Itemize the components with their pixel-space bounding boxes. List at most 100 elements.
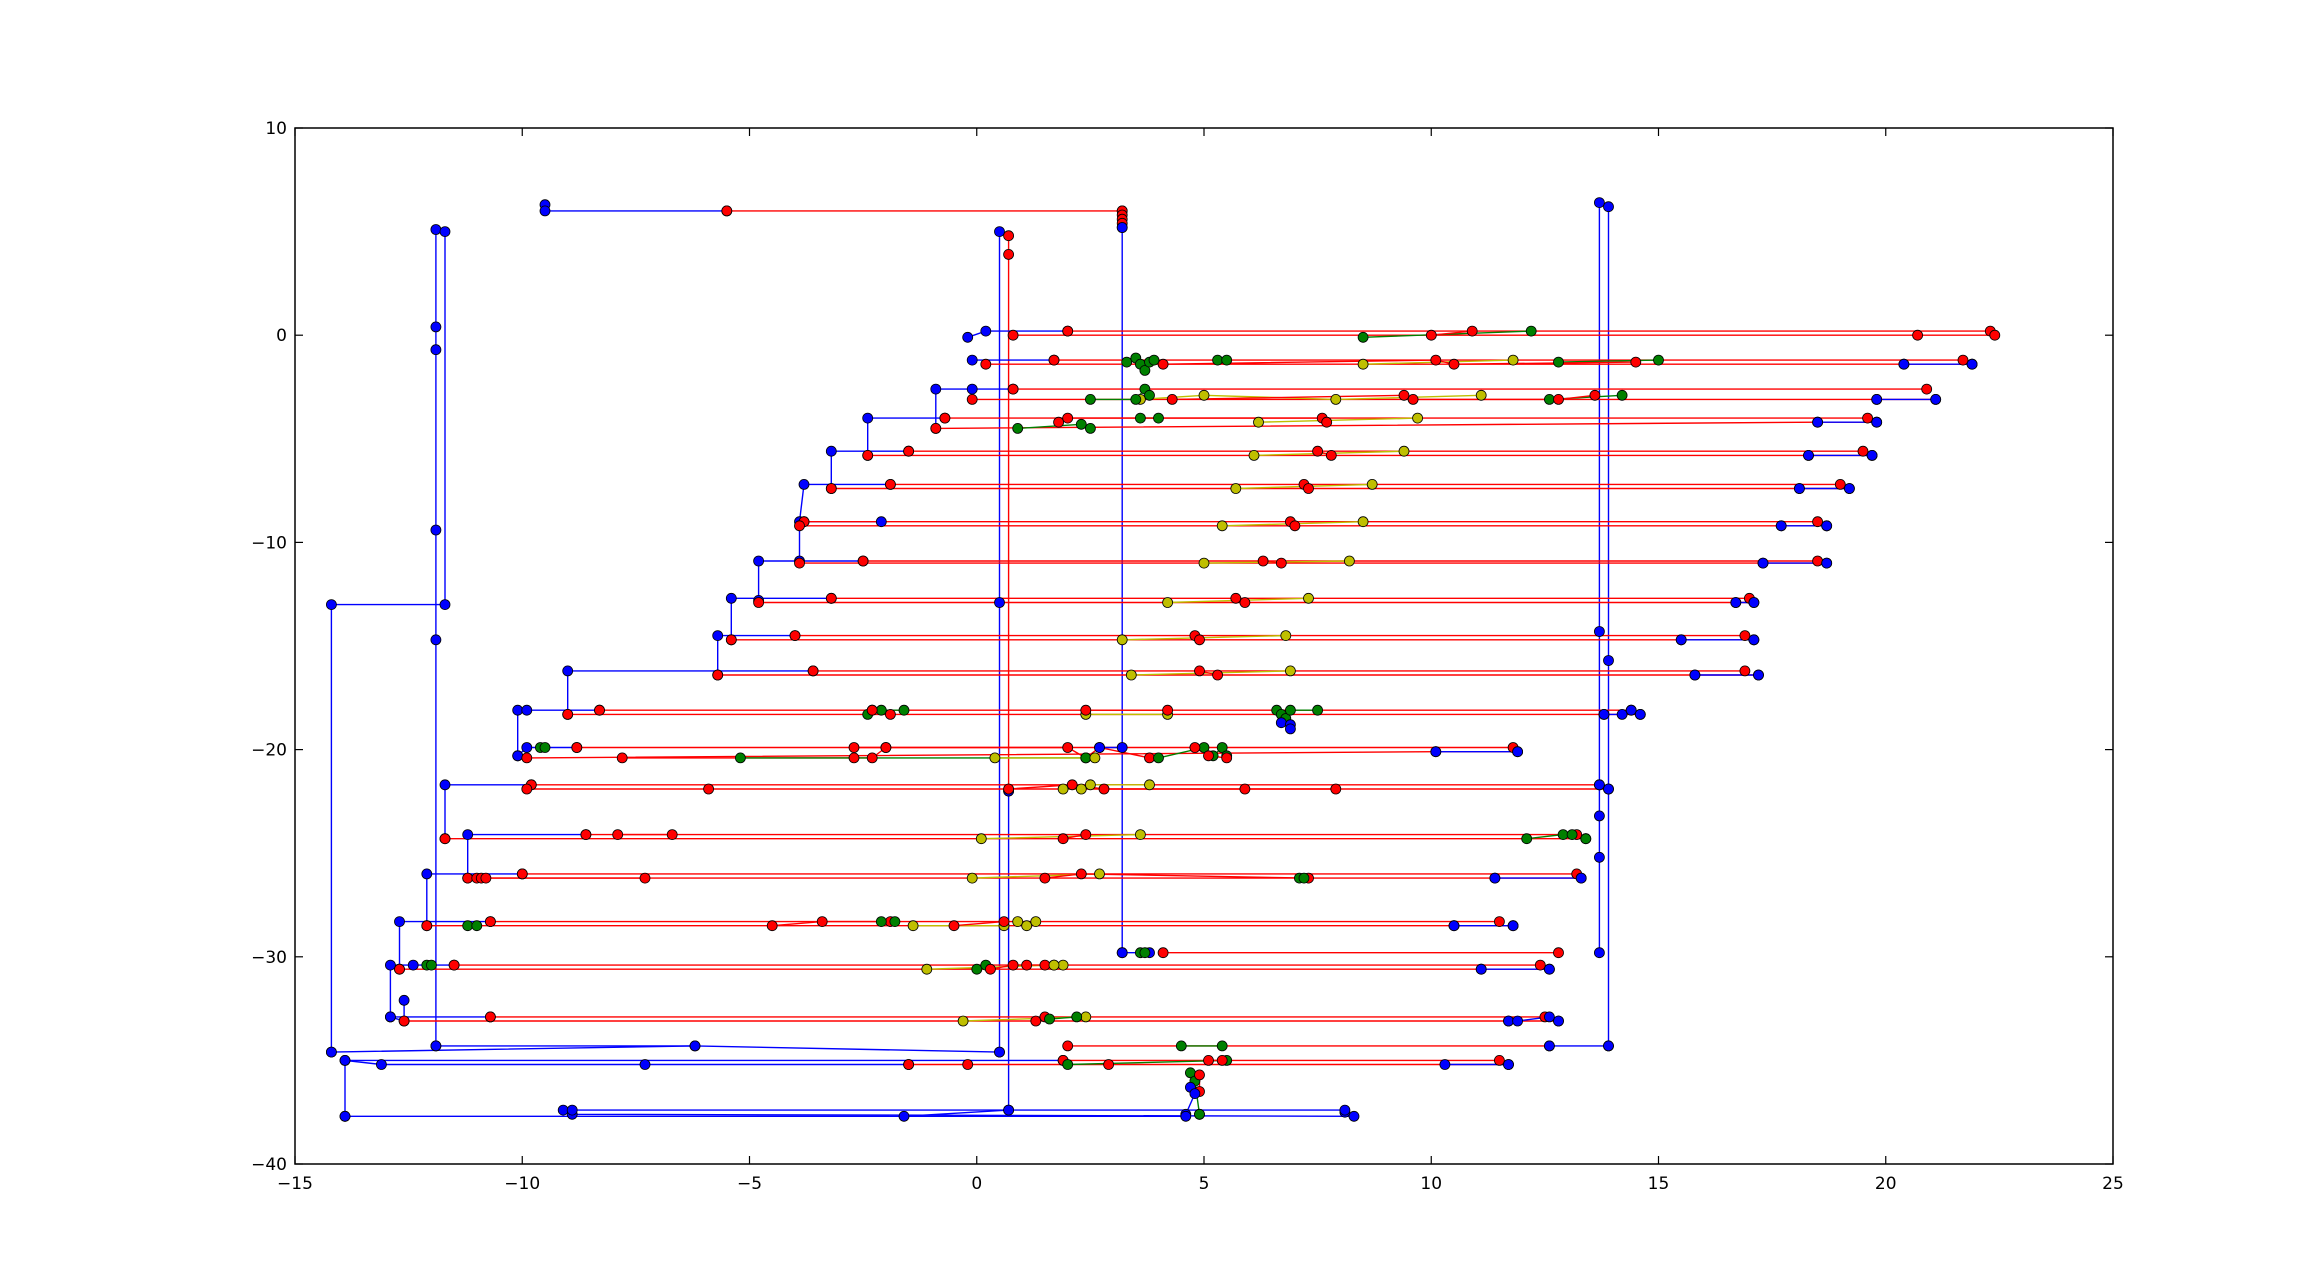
- data-point-151-2: [1544, 1011, 1555, 1023]
- data-point-115-0: [975, 833, 987, 845]
- data-point-32-4: [1589, 389, 1601, 401]
- data-point-69-1: [1303, 592, 1314, 604]
- data-point-83-1: [512, 704, 524, 716]
- data-point-92-0: [1275, 717, 1287, 729]
- data-point-87-3: [898, 704, 910, 716]
- data-point-99-0: [848, 742, 860, 753]
- data-point-80-0: [1689, 669, 1701, 681]
- data-point-154-1: [1071, 1011, 1083, 1023]
- data-point-6-0: [994, 226, 1005, 238]
- data-point-166-1: [1216, 1055, 1228, 1066]
- data-point-70-0: [1230, 592, 1242, 604]
- data-point-24-0: [1157, 358, 1169, 370]
- data-point-118-1: [421, 868, 433, 880]
- data-point-43-0: [862, 449, 874, 461]
- data-point-30-1: [1130, 393, 1142, 405]
- data-point-86-0: [1598, 709, 1610, 720]
- data-point-142-1: [1544, 963, 1555, 975]
- data-point-156-0: [430, 1040, 442, 1052]
- data-point-72-0: [789, 630, 801, 641]
- data-point-21-5: [1148, 354, 1160, 366]
- data-point-46-0: [1312, 445, 1323, 457]
- data-point-40-1: [1062, 412, 1074, 424]
- series-line-24: [1163, 359, 1636, 365]
- data-point-14-0: [1357, 331, 1369, 343]
- data-point-94-0: [571, 742, 583, 753]
- data-point-48-1: [1834, 478, 1846, 490]
- data-point-38-1: [1153, 412, 1164, 424]
- data-point-109-0: [1057, 783, 1069, 795]
- series-line-39: [1258, 417, 1418, 423]
- data-point-152-0: [957, 1015, 969, 1027]
- data-point-74-1: [1748, 634, 1760, 646]
- data-point-95-0: [521, 752, 533, 764]
- data-point-9-0: [1594, 197, 1605, 209]
- x-tick-label: 20: [1875, 1174, 1897, 1194]
- data-point-62-1: [1821, 557, 1833, 569]
- data-point-165-0: [1062, 1059, 1074, 1070]
- data-point-121-1: [1575, 872, 1587, 884]
- data-point-110-0: [1003, 783, 1014, 795]
- data-point-44-1: [1866, 449, 1878, 461]
- data-point-107-0: [521, 783, 533, 795]
- data-point-31-1: [1616, 389, 1628, 401]
- data-point-9-3: [1594, 851, 1605, 863]
- data-point-1-0: [721, 205, 733, 217]
- data-point-60-1: [1812, 555, 1823, 567]
- data-point-117-2: [1566, 829, 1578, 840]
- data-point-64-1: [1275, 557, 1287, 569]
- series-line-134: [953, 920, 1005, 927]
- data-point-32-0: [1166, 393, 1178, 405]
- data-point-4-0: [430, 224, 442, 235]
- data-point-86-2: [1625, 704, 1637, 716]
- data-point-51-1: [1366, 478, 1378, 490]
- data-point-116-1: [1080, 829, 1092, 840]
- data-point-19-0: [1898, 358, 1910, 370]
- data-point-82-0: [1194, 665, 1205, 677]
- data-point-122-3: [639, 872, 651, 884]
- data-point-102-1: [1116, 742, 1128, 753]
- data-point-10-0: [1603, 201, 1614, 213]
- data-point-15-1: [1466, 325, 1478, 337]
- data-point-157-0: [1062, 1040, 1074, 1052]
- x-tick-label: −15: [277, 1174, 313, 1194]
- data-point-103-0: [1153, 752, 1164, 764]
- data-point-82-1: [1212, 669, 1223, 681]
- data-point-146-3: [1039, 959, 1051, 971]
- data-point-99-2: [1062, 742, 1074, 753]
- data-point-117-1: [1557, 829, 1569, 840]
- data-point-170-1: [1180, 1110, 1192, 1122]
- data-point-166-0: [1203, 1055, 1214, 1066]
- data-point-148-0: [398, 994, 410, 1006]
- data-point-144-0: [921, 963, 933, 975]
- data-point-11-1: [980, 325, 992, 337]
- data-point-110-4: [1330, 783, 1342, 795]
- data-point-108-0: [1594, 779, 1605, 791]
- data-point-57-0: [1216, 520, 1228, 532]
- data-point-135-0: [1012, 916, 1024, 927]
- data-point-74-0: [1675, 634, 1687, 646]
- data-point-163-1: [962, 1059, 974, 1070]
- data-point-114-0: [612, 829, 624, 840]
- y-tick-label: −40: [251, 1155, 287, 1175]
- x-tick-label: 0: [971, 1174, 982, 1194]
- data-point-75-1: [1280, 630, 1292, 641]
- data-point-163-2: [1103, 1059, 1114, 1070]
- data-point-164-0: [1439, 1059, 1451, 1070]
- data-point-172-0: [566, 1104, 578, 1116]
- data-point-123-0: [966, 872, 978, 884]
- data-point-84-0: [594, 704, 605, 716]
- data-point-124-1: [1075, 868, 1087, 880]
- data-point-68-0: [1730, 597, 1742, 608]
- x-tick-label: 15: [1648, 1174, 1670, 1194]
- data-point-32-1: [1398, 389, 1410, 401]
- data-point-63-0: [1198, 557, 1210, 569]
- data-point-75-0: [1116, 634, 1128, 646]
- data-point-110-1: [1066, 779, 1078, 791]
- y-axis: 10 0 −10 −20 −30 −40: [251, 119, 2113, 1175]
- data-point-101-0: [989, 752, 1001, 764]
- y-tick-label: −30: [251, 948, 287, 968]
- x-tick-label: 5: [1199, 1174, 1210, 1194]
- data-point-29-3: [1475, 389, 1487, 401]
